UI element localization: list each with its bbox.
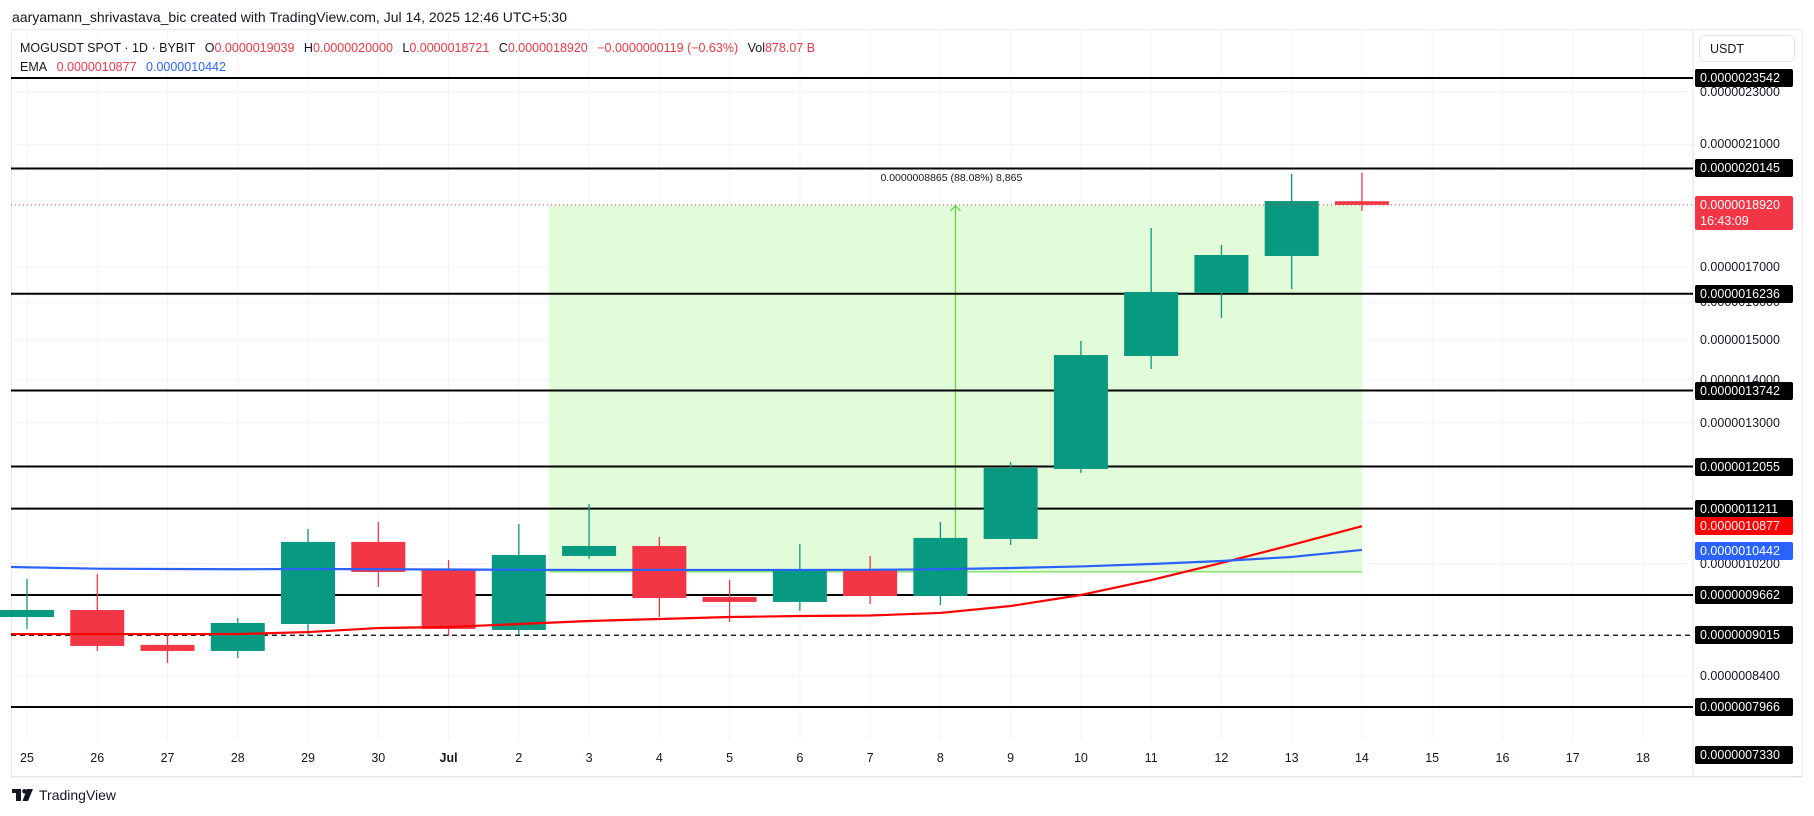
candle-up <box>1053 354 1108 469</box>
time-tick-label: 11 <box>1144 751 1158 765</box>
level-price-label: 0.0000009015 <box>1695 626 1793 645</box>
price-tick-label: 0.0000021000 <box>1700 137 1780 152</box>
level-price-label: 0.0000007966 <box>1695 698 1793 717</box>
change-value: −0.0000000119 (−0.63%) <box>597 41 739 55</box>
level-price-label: 0.0000009662 <box>1695 585 1793 604</box>
watermark-text: TradingView <box>39 787 117 803</box>
arrow-up-icon <box>950 205 961 212</box>
time-tick-label: 29 <box>301 751 315 765</box>
candle-up <box>772 569 827 602</box>
time-tick-label: 18 <box>1636 751 1650 765</box>
chart-credit: aaryamann_shrivastava_bic created with T… <box>12 9 568 25</box>
time-tick-label: 25 <box>20 751 34 765</box>
tradingview-watermark[interactable]: TradingView <box>12 787 116 803</box>
time-tick-label: 14 <box>1354 751 1369 765</box>
time-tick-label: 2 <box>515 751 523 765</box>
legend-row-ohlc: MOGUSDT SPOT · 1D · BYBIT O0.0000019039 … <box>20 39 815 58</box>
candle-down <box>140 644 195 651</box>
symbol-name[interactable]: MOGUSDT SPOT · 1D · BYBIT <box>20 41 196 55</box>
price-tick-label: 0.0000015000 <box>1700 332 1780 347</box>
candle-up <box>1194 254 1249 294</box>
candle-down <box>1334 201 1389 205</box>
time-tick-label: 8 <box>936 751 944 765</box>
candle-up <box>281 541 336 624</box>
time-tick-label: 15 <box>1425 751 1440 765</box>
time-tick-label: 13 <box>1284 751 1299 765</box>
ema-red-value: 0.0000010877 <box>56 60 137 74</box>
close-value: 0.0000018920 <box>507 41 588 55</box>
candle-down <box>702 597 757 602</box>
time-tick-label: 27 <box>160 751 175 765</box>
low-label: L <box>402 41 410 55</box>
ema-line <box>11 525 1363 636</box>
time-tick-label: Jul <box>439 751 458 765</box>
candlesticks <box>0 172 1389 664</box>
candle-down <box>351 541 406 572</box>
candle-up <box>0 610 54 618</box>
time-tick-label: 30 <box>371 751 386 765</box>
last-price-label: 0.0000018920 16:43:09 <box>1695 195 1793 230</box>
time-tick-label: 10 <box>1073 751 1088 765</box>
high-label: H <box>303 41 313 55</box>
ema-label[interactable]: EMA <box>20 60 48 74</box>
ema-lines <box>10 525 1363 636</box>
time-tick-label: 26 <box>90 751 105 765</box>
level-price-label: 0.0000007330 <box>1695 746 1793 765</box>
candle-down <box>421 569 476 629</box>
price-tick-label: 0.0000023000 <box>1700 84 1780 99</box>
open-value: 0.0000019039 <box>214 41 295 55</box>
level-price-label: 0.0000013742 <box>1695 381 1793 400</box>
low-value: 0.0000018721 <box>409 41 490 55</box>
legend-row-ema: EMA 0.0000010877 0.0000010442 <box>20 58 815 77</box>
level-price-label: 0.0000011211 <box>1695 499 1793 518</box>
time-tick-label: 28 <box>230 751 245 765</box>
bar-countdown: 16:43:09 <box>1700 213 1749 228</box>
time-tick-label: 12 <box>1214 751 1229 765</box>
time-tick-label: 9 <box>1007 751 1015 765</box>
candle-up <box>562 545 617 556</box>
candle-up <box>210 622 265 651</box>
time-tick-label: 6 <box>796 751 804 765</box>
ema-blue-value: 0.0000010442 <box>146 60 226 74</box>
ema-blue-price-label: 0.0000010442 <box>1695 541 1793 560</box>
time-tick-label: 3 <box>585 751 593 765</box>
last-price-value: 0.0000018920 <box>1700 197 1780 212</box>
time-tick-label: 17 <box>1565 751 1580 765</box>
candle-down <box>632 545 687 598</box>
candle-up <box>913 537 968 596</box>
level-price-label: 0.0000023542 <box>1695 69 1793 87</box>
open-label: O <box>204 41 215 55</box>
symbol-legend: MOGUSDT SPOT · 1D · BYBIT O0.0000019039 … <box>20 39 815 77</box>
time-tick-label: 7 <box>866 751 874 765</box>
ema-line <box>10 548 1363 572</box>
candle-up <box>491 554 546 630</box>
measure-label: 0.0000008865 (88.08%) 8,865 <box>880 171 1023 184</box>
price-tick-label: 0.0000013000 <box>1700 415 1780 430</box>
tradingview-logo-icon <box>12 789 33 801</box>
time-tick-label: 4 <box>655 751 663 765</box>
volume-label: Vol <box>747 41 765 55</box>
level-price-label: 0.0000016236 <box>1695 284 1793 303</box>
candle-up <box>1124 291 1179 356</box>
candle-down <box>70 610 125 646</box>
ema-red-price-label: 0.0000010877 <box>1695 517 1793 536</box>
time-tick-label: 5 <box>726 751 734 765</box>
level-price-label: 0.0000020145 <box>1695 159 1793 178</box>
price-tick-label: 0.0000008400 <box>1700 669 1780 684</box>
currency-button[interactable]: USDT <box>1699 35 1795 62</box>
candle-up <box>983 467 1038 539</box>
candle-down <box>843 569 898 596</box>
volume-value: 878.07 B <box>764 41 816 55</box>
level-price-label: 0.0000012055 <box>1695 457 1793 476</box>
close-label: C <box>498 41 508 55</box>
time-tick-label: 16 <box>1495 751 1510 765</box>
price-tick-label: 0.0000010200 <box>1700 556 1780 571</box>
price-tick-label: 0.0000017000 <box>1700 259 1780 274</box>
high-value: 0.0000020000 <box>312 41 393 55</box>
candle-up <box>1264 201 1319 256</box>
